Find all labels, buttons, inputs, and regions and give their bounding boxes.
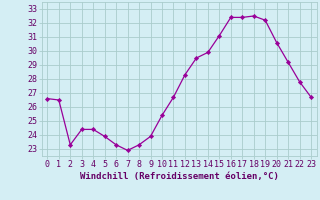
X-axis label: Windchill (Refroidissement éolien,°C): Windchill (Refroidissement éolien,°C) xyxy=(80,172,279,181)
